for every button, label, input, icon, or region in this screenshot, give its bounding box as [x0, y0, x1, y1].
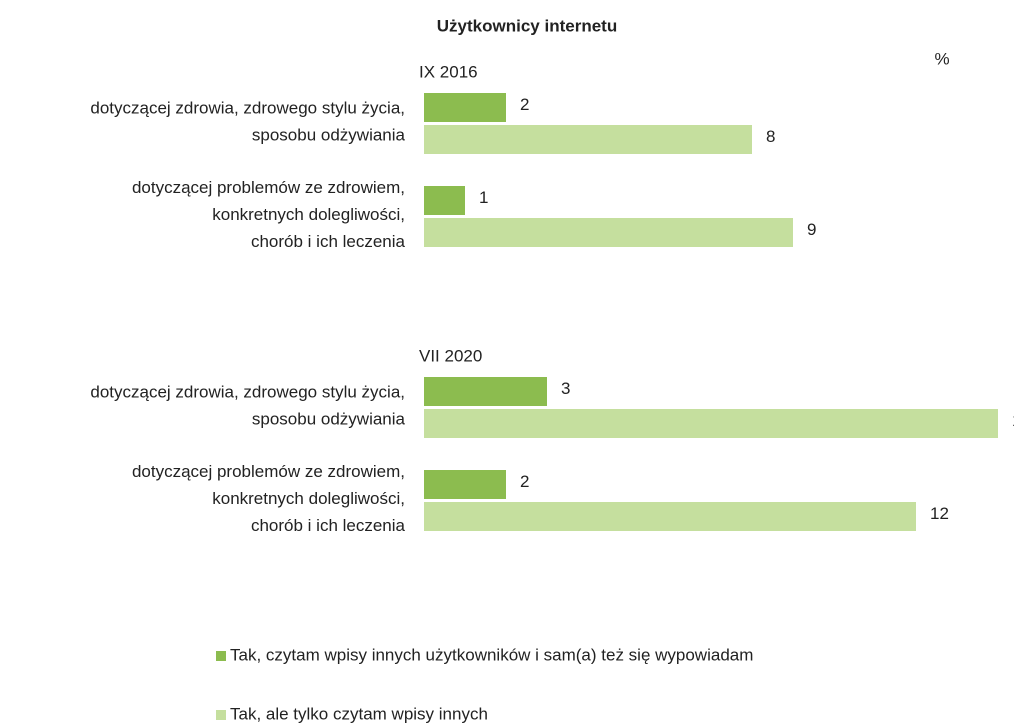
- category-label: dotyczącej zdrowia, zdrowego stylu życia…: [90, 98, 405, 117]
- category-label: dotyczącej problemów ze zdrowiem,: [132, 178, 405, 197]
- category-label: chorób i ich leczenia: [251, 516, 406, 535]
- value-label: 9: [807, 220, 816, 239]
- category-label: dotyczącej problemów ze zdrowiem,: [132, 462, 405, 481]
- unit-label: %: [934, 49, 949, 68]
- value-label: 3: [561, 379, 570, 398]
- group-label: VII 2020: [419, 346, 482, 365]
- value-label: 8: [766, 127, 775, 146]
- bar: [424, 218, 793, 247]
- value-label: 2: [520, 472, 529, 491]
- bar: [424, 470, 506, 499]
- legend-swatch: [216, 651, 226, 661]
- chart-title: Użytkownicy internetu: [437, 16, 617, 35]
- bar: [424, 502, 916, 531]
- value-label: 12: [930, 504, 949, 523]
- legend-label: Tak, ale tylko czytam wpisy innych: [230, 704, 488, 723]
- bar: [424, 125, 752, 154]
- category-label: dotyczącej zdrowia, zdrowego stylu życia…: [90, 382, 405, 401]
- bar: [424, 377, 547, 406]
- value-label: 1: [479, 188, 488, 207]
- category-label: sposobu odżywiania: [252, 125, 406, 144]
- bar: [424, 93, 506, 122]
- value-label: 14: [1012, 411, 1014, 430]
- value-label: 2: [520, 95, 529, 114]
- category-label: sposobu odżywiania: [252, 409, 406, 428]
- category-label: konkretnych dolegliwości,: [212, 205, 405, 224]
- category-label: chorób i ich leczenia: [251, 232, 406, 251]
- group-label: IX 2016: [419, 62, 478, 81]
- legend-swatch: [216, 710, 226, 720]
- legend-label: Tak, czytam wpisy innych użytkowników i …: [230, 645, 753, 664]
- category-label: konkretnych dolegliwości,: [212, 489, 405, 508]
- bar: [424, 409, 998, 438]
- bar: [424, 186, 465, 215]
